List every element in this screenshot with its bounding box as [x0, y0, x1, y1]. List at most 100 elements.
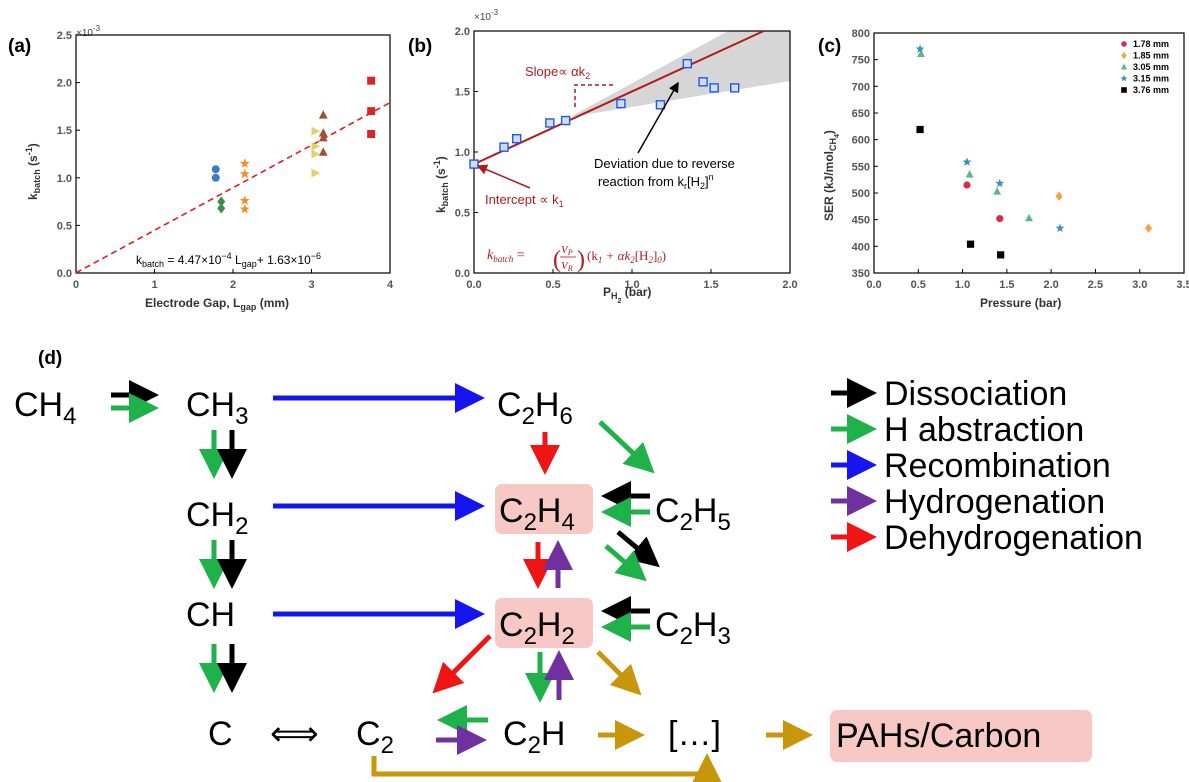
panel-b-point	[499, 142, 509, 152]
panel-c-ticks: 0.0 0.5 1.0 1.5 2.0 2.5 3.0 3.5 350 400 450 500 550 6…	[852, 28, 1189, 291]
panel-a-markers	[211, 76, 376, 214]
panel-c-label: (c)	[818, 36, 841, 57]
panel-b-point	[469, 159, 479, 169]
panel-b-formula: kbatch = ( VP VR ) (k1 + αk2[H2]0)	[487, 244, 666, 273]
panel-b-xtick-label: 0.0	[466, 279, 481, 291]
panel-c-legend-label: 3.76 mm	[1133, 85, 1169, 95]
panel-c-ytick-label: 400	[852, 241, 870, 253]
panel-a-ytick-label: 1.0	[57, 173, 72, 185]
panel-b-intercept-arrow	[476, 164, 531, 189]
panel-c-point-circle	[996, 215, 1004, 223]
panel-c-point-star	[1055, 223, 1065, 232]
panel-a-point-triangle-right	[311, 141, 321, 151]
panel-b-point	[655, 100, 666, 110]
species-c2h6: C2H6	[497, 386, 573, 430]
panel-c-point-triangle-up	[965, 170, 974, 178]
panel-b-point	[616, 98, 626, 109]
panel-b-ticks: 0.0 0.5 1.0 1.5 2.0 0.0 0.5 1.0 1.5 2.0	[455, 26, 798, 291]
panel-c-legend-marker	[1121, 51, 1127, 60]
panel-c-xtick-label: 1.5	[999, 279, 1014, 291]
panel-c-point-star	[915, 44, 925, 53]
panel-b-deviation-arrow	[637, 81, 679, 154]
panel-a-point-triangle-up	[318, 147, 328, 156]
panel-c-legend-marker	[1120, 74, 1128, 82]
pahs-highlight	[830, 710, 1092, 762]
panel-b-ytick-label: 1.5	[455, 87, 470, 99]
arrow-c2h2-ellipsis	[596, 650, 642, 696]
panel-c-legend-label: 3.05 mm	[1133, 62, 1169, 72]
panel-b-ytick-label: 0.5	[455, 208, 470, 220]
panel-a: (a) ×10-3 0 1 2 3 4 0.0 0.5 1.0 1.5 2.0 2.5 kbatch…	[8, 24, 394, 312]
panel-a-point-triangle-up	[318, 110, 328, 119]
panel-b-xtick-label: 1.0	[624, 279, 639, 291]
svg-text:(k1 + αk2[H2]0): (k1 + αk2[H2]0)	[587, 248, 666, 265]
species-c2h: C2H	[503, 715, 565, 759]
species-ellipsis: […]	[668, 715, 721, 753]
panel-c-point-diamond	[1055, 191, 1063, 201]
species-ch2: CH2	[186, 496, 248, 540]
panel-a-point-diamond	[217, 196, 226, 207]
panel-c-ytick-label: 550	[852, 161, 870, 173]
equivalence-arrow: ⟺	[270, 715, 319, 753]
panel-b-ytick-label: 1.0	[455, 147, 470, 159]
panel-c-point-square	[966, 240, 975, 248]
panel-c-ylabel: SER (kJ/molCH4)	[822, 130, 841, 221]
panel-c-legend-marker	[1120, 63, 1128, 70]
panel-c-ytick-label: 600	[852, 135, 870, 147]
panel-c-ytick-label: 500	[852, 188, 870, 200]
panel-a-label: (a)	[8, 36, 31, 57]
panel-a-xtick-label: 4	[387, 279, 394, 291]
panel-c-xtick-label: 3.5	[1176, 279, 1189, 291]
panel-c-point-square	[916, 125, 924, 134]
panel-c-xlabel: Pressure (bar)	[980, 296, 1061, 310]
panel-a-point-triangle-right	[311, 149, 321, 159]
arrows	[111, 380, 813, 782]
arrow-c2h2-c2-dehydrogenation	[432, 634, 492, 694]
panel-b-xtick-label: 0.5	[545, 279, 560, 291]
species-c: C	[208, 715, 233, 753]
c2h2-highlight	[495, 598, 593, 648]
panel-b-deviation-line1: Deviation due to reverse	[594, 156, 735, 171]
panel-a-point-triangle-right	[311, 168, 321, 178]
panel-a-point-circle	[211, 173, 220, 182]
panel-a-ytick-label: 2.0	[57, 78, 72, 90]
panel-b-ylabel: kbatch (s-1)	[432, 156, 450, 213]
panel-a-point-square	[367, 76, 376, 85]
species-c2h4: C2H4	[499, 492, 575, 536]
panel-c-frame	[873, 32, 1185, 274]
panel-b-intercept-label: Intercept ∝ k1	[485, 192, 564, 209]
species-c2: C2	[356, 715, 394, 759]
panel-c-point-triangle-up	[993, 187, 1002, 195]
panel-a-point-star	[239, 168, 250, 179]
legend-label: Hydrogenation	[884, 483, 1105, 521]
legend-label: H abstraction	[884, 411, 1084, 449]
panel-c-xtick-label: 2.0	[1043, 279, 1058, 291]
panel-b-point	[709, 83, 719, 93]
svg-text:VP: VP	[561, 244, 573, 257]
panel-b-deviation-line2: reaction from kr[H2]n	[598, 172, 714, 191]
panel-a-point-triangle-right	[311, 126, 321, 136]
species-c2h5: C2H5	[655, 492, 731, 536]
panel-b-xtick-label: 2.0	[782, 279, 797, 291]
panel-c-xtick-label: 0.0	[866, 279, 881, 291]
panel-b-point	[545, 118, 555, 128]
panel-a-point-triangle-up	[318, 133, 328, 142]
arrow-c2h5-c2h3-h-abstraction	[604, 544, 647, 582]
panel-c-ytick-label: 750	[852, 55, 870, 67]
svg-text:kbatch =: kbatch =	[487, 248, 525, 264]
arrow-c2h6-c2h5-h-abstraction	[598, 420, 655, 474]
species-c2h3: C2H3	[655, 606, 731, 650]
panel-a-point-diamond	[217, 203, 226, 214]
legend-label: Dehydrogenation	[884, 519, 1143, 557]
legend-label: Dissociation	[884, 375, 1067, 413]
panel-a-ytick-label: 0.0	[57, 268, 72, 280]
panel-a-ticks: 0 1 2 3 4 0.0 0.5 1.0 1.5 2.0 2.5	[57, 30, 394, 291]
panel-c-legend-marker	[1121, 87, 1127, 93]
panel-a-xtick-label: 3	[308, 279, 314, 291]
panel-c-ytick-label: 450	[852, 215, 870, 227]
panel-a-frame	[75, 34, 391, 274]
panel-b-multiplier: ×10-3	[474, 8, 499, 23]
panel-a-point-circle	[211, 165, 220, 174]
svg-text:): )	[577, 247, 585, 273]
panel-c-ytick-label: 650	[852, 108, 870, 120]
